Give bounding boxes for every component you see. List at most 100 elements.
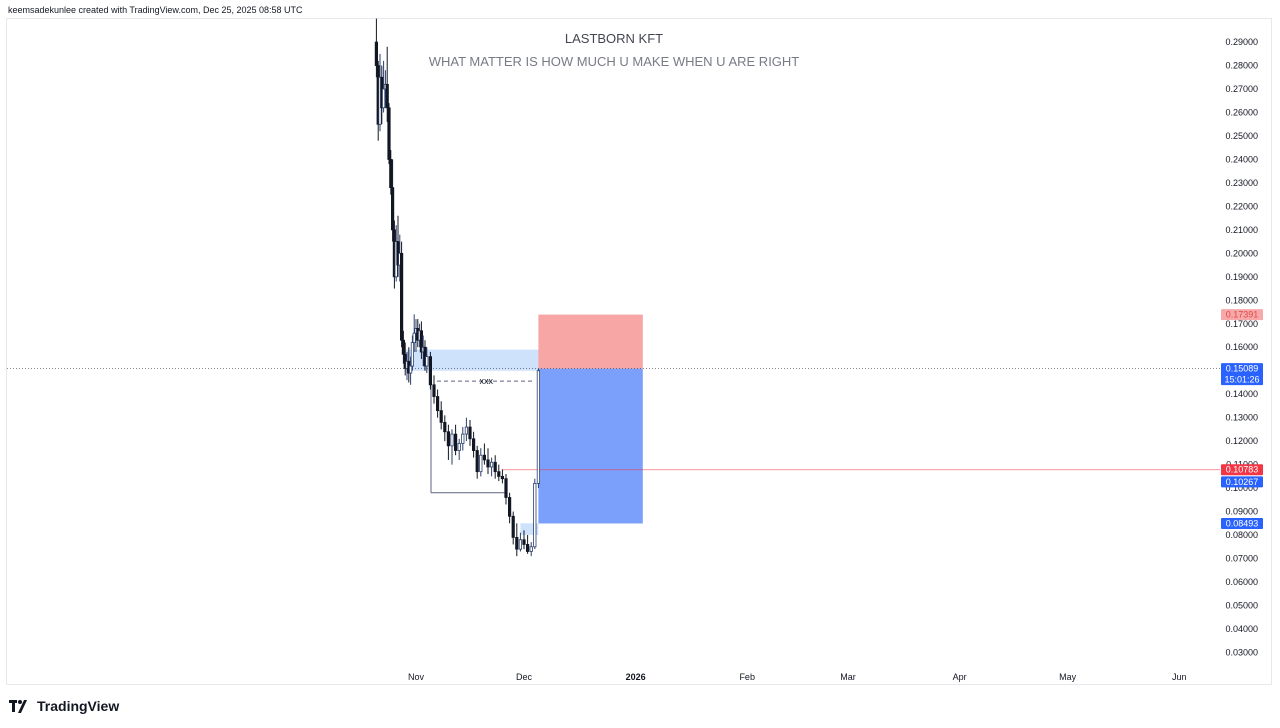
candle-body — [489, 461, 494, 468]
y-axis-tick-label: 0.16000 — [1225, 342, 1258, 352]
price-label-countdown: 15:01:26 — [1224, 375, 1259, 385]
x-axis-tick-label: Jun — [1172, 672, 1187, 682]
tradingview-logo-text: TradingView — [37, 698, 120, 714]
candle-body — [507, 497, 512, 517]
candle-body — [479, 454, 483, 473]
candle-body — [390, 187, 395, 231]
candle-body — [515, 536, 519, 550]
candle-body — [412, 332, 416, 343]
y-axis-tick-label: 0.10000 — [1225, 483, 1258, 493]
candle-body — [432, 384, 436, 397]
candle-body — [529, 546, 533, 552]
candle-body — [425, 356, 429, 367]
tradingview-logo-icon — [9, 698, 31, 714]
candle-body — [401, 339, 406, 355]
candle-body — [435, 396, 440, 412]
candle-body — [419, 330, 424, 353]
y-axis-tick-label: 0.06000 — [1225, 577, 1258, 587]
y-axis-tick-label: 0.03000 — [1225, 647, 1258, 657]
candle-body — [482, 454, 487, 461]
candle-body — [450, 433, 454, 447]
y-axis-tick-label: 0.07000 — [1225, 554, 1258, 564]
chart-subtitle: WHAT MATTER IS HOW MUCH U MAKE WHEN U AR… — [428, 54, 800, 69]
x-axis-tick-label: May — [1059, 672, 1077, 682]
tradingview-logo[interactable]: TradingView — [9, 698, 119, 714]
y-axis-tick-label: 0.25000 — [1225, 131, 1258, 141]
y-axis-tick-label: 0.29000 — [1225, 37, 1258, 47]
chart-frame — [6, 18, 1272, 685]
candle-body — [493, 461, 497, 473]
price-label-value: 0.15089 — [1226, 364, 1259, 374]
candle-body — [443, 421, 447, 433]
x-axis-tick-label: 2026 — [626, 672, 646, 682]
x-axis-tick-label: Dec — [516, 672, 533, 682]
y-axis-tick-label: 0.27000 — [1225, 84, 1258, 94]
candle-body — [389, 159, 393, 189]
y-axis-tick-label: 0.14000 — [1225, 389, 1258, 399]
y-axis-tick-label: 0.23000 — [1225, 178, 1258, 188]
position-target-zone[interactable] — [538, 314, 643, 369]
y-axis-tick-label: 0.17000 — [1225, 319, 1258, 329]
price-label-badge — [1221, 476, 1263, 488]
candle-body — [428, 356, 433, 386]
y-axis-tick-label: 0.04000 — [1225, 624, 1258, 634]
y-axis-tick-label: 0.19000 — [1225, 272, 1258, 282]
candle-body — [526, 544, 530, 552]
range-box-label: xxx — [479, 376, 493, 386]
y-axis-tick-label: 0.21000 — [1225, 225, 1258, 235]
y-axis-tick-label: 0.13000 — [1225, 413, 1258, 423]
y-axis-tick-label: 0.24000 — [1225, 154, 1258, 164]
candle-body — [536, 370, 541, 484]
candle-body — [387, 107, 391, 160]
x-axis-tick-label: Nov — [408, 672, 425, 682]
candle-body — [468, 426, 472, 440]
x-axis-tick-label: Mar — [840, 672, 856, 682]
price-label-value: 0.10267 — [1226, 477, 1259, 487]
candle-body — [464, 426, 469, 435]
x-axis-tick-label: Feb — [739, 672, 755, 682]
y-axis-tick-label: 0.20000 — [1225, 248, 1258, 258]
candle-body — [511, 515, 515, 538]
y-axis-tick-label: 0.22000 — [1225, 201, 1258, 211]
candle-body — [446, 431, 451, 447]
y-axis-tick-label: 0.26000 — [1225, 107, 1258, 117]
chart-attribution: keemsadekunlee created with TradingView.… — [8, 5, 303, 15]
candle-body — [522, 539, 526, 545]
candle-body — [475, 450, 479, 473]
candle-body — [453, 433, 458, 451]
y-axis-tick-label: 0.12000 — [1225, 436, 1258, 446]
supply-zone — [405, 349, 542, 371]
candle-body — [533, 482, 537, 548]
candle-body — [439, 410, 443, 423]
price-label-value: 0.08493 — [1226, 518, 1259, 528]
candle-body — [471, 438, 476, 451]
y-axis-tick-label: 0.28000 — [1225, 61, 1258, 71]
y-axis-tick-label: 0.18000 — [1225, 295, 1258, 305]
candle-body — [497, 471, 501, 477]
price-label-value: 0.10783 — [1226, 465, 1259, 475]
candle-body — [461, 433, 465, 444]
price-label-badge — [1221, 363, 1263, 386]
candle-body — [410, 342, 415, 367]
candle-body — [486, 459, 490, 468]
price-label-badge — [1221, 517, 1263, 529]
y-axis-tick-label: 0.08000 — [1225, 530, 1258, 540]
price-label-value: 0.17391 — [1226, 310, 1259, 320]
candle-body — [408, 365, 413, 374]
price-label-badge — [1221, 309, 1263, 321]
y-axis-tick-label: 0.09000 — [1225, 507, 1258, 517]
chart-title: LASTBORN KFT — [564, 31, 664, 46]
position-stop-zone[interactable] — [538, 368, 643, 524]
candle-body — [374, 41, 379, 66]
price-label-badge — [1221, 464, 1263, 476]
x-axis-tick-label: Apr — [953, 672, 967, 682]
candle-body — [385, 83, 389, 109]
y-axis-tick-label: 0.05000 — [1225, 600, 1258, 610]
candle-body — [399, 252, 404, 341]
candle-body — [381, 88, 386, 109]
candle-body — [500, 475, 505, 480]
candle-body — [504, 478, 508, 498]
candle-body — [457, 443, 461, 451]
demand-zone — [520, 523, 539, 536]
